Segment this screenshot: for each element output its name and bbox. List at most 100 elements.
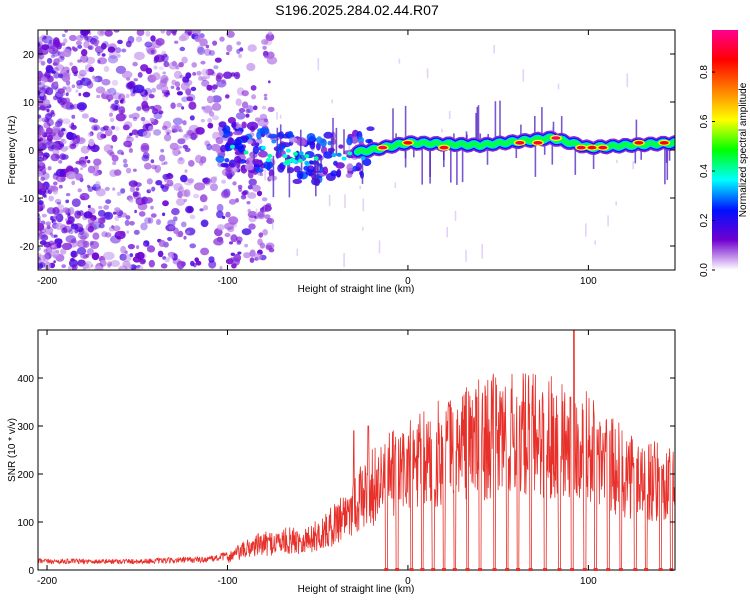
speckle-cell [55,222,63,231]
faint-streak [279,114,282,119]
speckle-cell [181,221,187,228]
speckle-cell [200,60,206,65]
speckle-cell [140,145,150,153]
speckle-cell [124,219,130,226]
speckle-cell [176,260,185,270]
ridge-blob [263,160,274,170]
speckle-cell [104,186,110,191]
speckle-cell [171,60,177,67]
ridge-blob [345,173,353,178]
snr-dropout-marker [384,568,389,571]
speckle-cell [185,72,192,79]
faint-streak [522,69,525,82]
snr-dropout-marker [658,568,663,571]
speckle-cell [153,111,163,120]
speckle-cell [101,216,105,221]
speckle-cell [227,226,235,233]
ridge-blob [365,139,372,144]
speckle-cell [80,54,89,63]
speckle-cell [136,106,142,112]
ridge-hot-cell [243,150,249,155]
ridge-blob [292,178,303,184]
speckle-cell [88,138,95,147]
speckle-cell [38,142,43,148]
speckle-cell [201,79,210,87]
speckle-cell [38,225,41,230]
speckle-cell [61,242,73,251]
speckle-cell [250,85,257,91]
speckle-cell [48,195,54,202]
speckle-cell [83,211,93,219]
speckle-cell [251,94,257,100]
speckle-cell [53,66,59,73]
speckle-cell [44,229,52,236]
speckle-cell [249,257,255,263]
speckle-cell [136,251,145,260]
speckle-cell [52,125,61,133]
faint-streak [585,223,587,237]
speckle-cell [91,35,99,41]
ridge-blob [306,133,316,142]
speckle-cell [71,65,78,73]
speckle-cell [130,92,136,97]
speckle-cell [71,198,81,207]
speckle-cell [71,114,76,119]
speckle-cell [52,128,61,134]
speckle-cell [114,215,119,221]
ridge-hot-cell [341,156,347,161]
speckle-cell [192,30,201,36]
spectrogram-xlabel: Height of straight line (km) [298,284,415,295]
speckle-cell [160,148,165,153]
ridge-blob [244,163,254,171]
speckle-cell [167,237,173,241]
speckle-cell [81,113,89,119]
speckle-cell [232,181,237,186]
speckle-cell [88,45,93,50]
speckle-cell [54,121,63,128]
speckle-cell [226,51,230,56]
ridge-blob [239,135,250,141]
speckle-cell [97,60,101,64]
faint-streak [557,83,560,90]
snr-dropout-marker [582,568,587,571]
speckle-cell [65,193,71,197]
faint-streak [394,182,397,188]
speckle-cell [266,56,278,65]
speckle-cell [142,94,149,102]
speckle-cell [77,59,82,63]
spec-ytick-label: 0 [28,146,34,157]
speckle-cell [103,90,109,95]
speckle-cell [95,86,106,94]
speckle-cell [182,120,187,126]
ridge-blob [323,151,333,159]
speckle-cell [249,249,256,257]
speckle-cell [38,48,43,54]
ridge-blob [338,144,344,149]
speckle-cell [38,44,44,50]
speckle-cell [151,164,157,170]
speckle-cell [75,40,82,46]
speckle-cell [195,260,202,266]
speckle-cell [81,163,87,168]
speckle-cell [74,173,83,181]
speckle-cell [38,262,43,269]
ridge-hot-cell [282,154,288,159]
speckle-cell [45,221,51,226]
speckle-cell [150,35,156,42]
speckle-cell [226,30,235,38]
speckle-cell [190,86,197,92]
speckle-cell [120,230,126,236]
speckle-cell [155,168,160,174]
speckle-cell [256,190,263,197]
speckle-cell [55,168,66,177]
speckle-cell [44,261,52,270]
speckle-cell [38,162,46,170]
speckle-cell [206,143,213,151]
speckle-cell [104,129,113,137]
ridge-blob [215,155,225,163]
snr-ytick-label: 300 [17,422,34,433]
speckle-cell [56,96,63,104]
ridge-blob [346,136,353,146]
speckle-cell [171,124,180,132]
